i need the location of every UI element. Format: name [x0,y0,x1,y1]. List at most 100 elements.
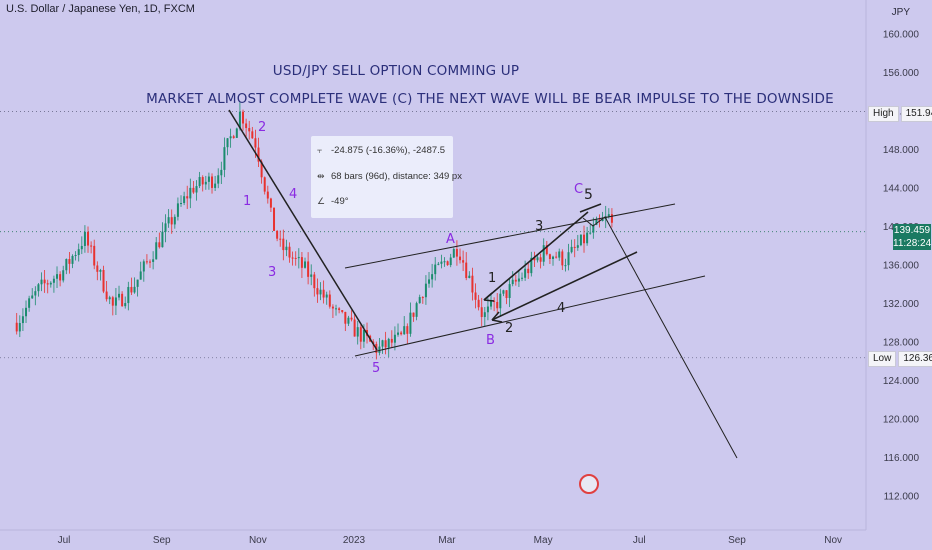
measure-price-row: ⫟ -24.875 (-16.36%), -2487.5 [317,145,445,156]
candle-up [285,246,288,251]
candle-up [108,297,111,300]
wave-label-purple-2: 2 [258,120,266,135]
wedge-apex-arrow [579,203,602,213]
currency-label: JPY [891,7,910,18]
projected-drop-line [582,216,738,459]
x-tick-label: 2023 [343,535,366,546]
candle-up [589,232,592,234]
candle-up [595,219,598,225]
candle-up [576,245,579,248]
y-tick-label: 148.000 [883,145,920,156]
candle-down [341,310,344,312]
candle-up [304,261,307,268]
wedge-lower-line [491,251,638,321]
candle-up [424,283,427,298]
candle-up [490,300,493,307]
symbol-title[interactable]: U.S. Dollar / Japanese Yen, 1D, FXCM [6,3,195,15]
candle-down [480,307,483,318]
candle-down [59,274,62,281]
candle-down [254,138,257,148]
candle-down [471,275,474,293]
flag-icon[interactable] [579,474,599,494]
candle-up [118,293,121,298]
candle-down [102,269,105,292]
candle-down [291,257,294,259]
wave-label-black-4: 4 [557,301,565,316]
candle-up [49,282,52,285]
candle-up [74,255,77,257]
x-tick-label: Mar [438,535,456,546]
candle-up [381,340,384,347]
candle-up [431,274,434,280]
measure-price-change: -24.875 (-16.36%), -2487.5 [331,145,446,156]
candle-up [356,327,359,337]
x-tick-label: Sep [153,535,171,546]
candle-up [536,257,539,261]
candle-up [136,279,139,287]
x-tick-label: Nov [824,535,842,546]
candle-down [316,288,319,295]
candle-down [282,238,285,251]
candle-up [204,181,207,185]
candle-up [155,242,158,260]
candle-up [415,303,418,317]
candle-up [579,234,582,246]
candle-up [502,290,505,294]
candle-up [319,289,322,295]
candle-down [158,242,161,248]
candle-down [201,177,204,185]
candle-down [276,230,279,239]
candle-up [524,268,527,278]
candle-up [198,177,201,187]
measure-tool-panel[interactable]: ⫟ -24.875 (-16.36%), -2487.5 ⇹ 68 bars (96… [311,136,462,218]
candle-up [586,232,589,244]
y-tick-label: 128.000 [883,338,920,349]
candlestick-series [15,101,613,360]
arrow-2-head [491,319,503,323]
candle-down [307,261,310,277]
candle-down [496,301,499,309]
headline-wave-analysis: MARKET ALMOST COMPLETE WAVE (C) THE NEXT… [146,91,834,107]
candle-up [310,274,313,277]
candle-down [242,111,245,124]
candle-down [149,261,152,263]
candle-up [508,284,511,298]
candle-up [530,257,533,274]
candle-down [90,245,93,247]
candle-up [207,176,210,182]
candle-down [359,327,362,342]
candle-up [127,286,130,304]
candle-up [37,284,40,292]
candle-up [65,259,68,271]
x-tick-label: Jul [58,535,71,546]
candle-up [521,277,524,279]
candle-down [583,234,586,244]
candle-down [288,246,291,258]
candle-down [121,293,124,307]
candle-down [527,268,530,274]
candle-up [167,217,170,224]
measure-angle: -49° [331,196,349,207]
candle-up [21,316,24,324]
y-tick-label: 160.000 [883,30,920,41]
candle-up [80,245,83,250]
candle-up [449,257,452,266]
candle-up [238,111,241,129]
candle-down [390,338,393,343]
candle-up [486,306,489,313]
arrow-1-head [483,299,495,302]
bar-countdown: 11:28:24 [893,238,932,249]
candle-down [111,297,114,306]
wave-label-purple-C: C [574,182,583,197]
measure-bars-distance: 68 bars (96d), distance: 349 px [331,171,462,182]
candle-up [403,326,406,335]
y-tick-label: 156.000 [883,68,920,79]
last-price-badge: 139.459 11:28:24 [893,224,931,250]
candle-up [71,255,74,264]
candle-up [393,334,396,343]
candle-down [186,196,189,199]
arrow-2-head [491,311,500,321]
